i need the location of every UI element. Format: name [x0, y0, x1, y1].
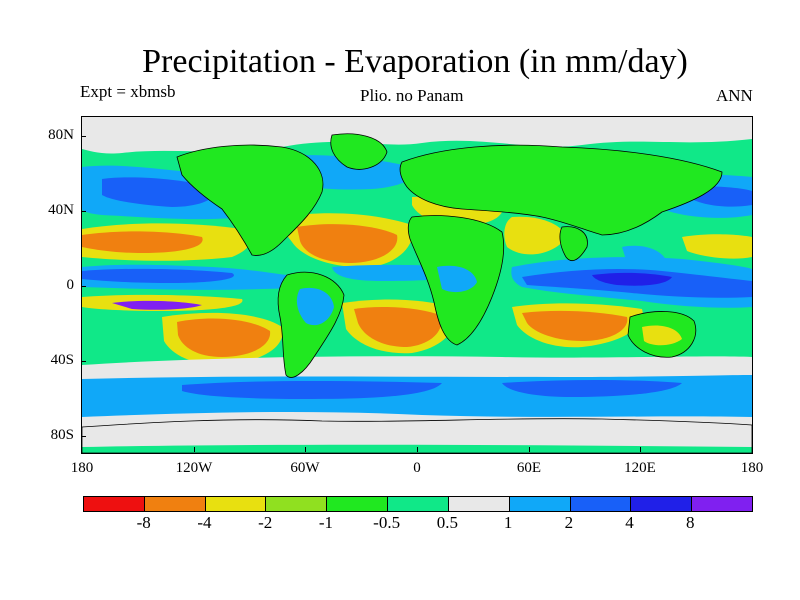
tick-mark: [81, 136, 86, 137]
colorbar-segment-7: [509, 497, 571, 511]
continents: [82, 133, 752, 453]
antarctica-coast: [82, 418, 752, 453]
southern-ocean-core-east: [502, 380, 682, 397]
tick-mark: [81, 211, 86, 212]
australia-dry-interior: [642, 325, 682, 346]
experiment-label: Expt = xbmsb: [80, 82, 176, 101]
colorbar-segment-4: [327, 497, 389, 511]
south-indian-dry-core: [522, 310, 628, 341]
precipitation-minus-evaporation-map: [82, 117, 752, 453]
subtitle-label: Plio. no Panam: [360, 86, 464, 105]
colorbar-label-2: -2: [258, 513, 273, 532]
north-pacific-dry-core: [82, 231, 203, 253]
tick-mark: [305, 447, 306, 452]
north-pacific-core: [102, 177, 215, 207]
pacific-itcz-core: [82, 268, 234, 283]
colorbar-label-5: 0.5: [436, 513, 458, 532]
southern-mid-lat-transition: [82, 356, 752, 381]
colorbar-segment-1: [144, 497, 206, 511]
lon-tick-120e: 120E: [624, 460, 656, 476]
colorbar-label-0: -8: [136, 513, 151, 532]
eurasia: [399, 144, 723, 236]
lon-tick-0: 0: [413, 460, 421, 476]
colorbar-segment-8: [570, 497, 632, 511]
tick-mark: [81, 286, 86, 287]
lat-tick-40n: 40N: [48, 202, 74, 218]
lat-tick-40s: 40S: [50, 352, 74, 368]
lon-tick-60e: 60E: [516, 460, 542, 476]
colorbar-segment-2: [205, 497, 267, 511]
arabian-sea-dry-outer: [504, 216, 567, 255]
lon-tick-180e: 180: [740, 460, 764, 476]
southern-ocean-core-west: [182, 381, 442, 399]
colorbar: [83, 496, 753, 512]
tick-mark: [640, 447, 641, 452]
lat-tick-0: 0: [66, 277, 75, 293]
colorbar-label-6: 1: [503, 513, 513, 532]
tick-mark: [194, 447, 195, 452]
colorbar-label-9: 8: [686, 513, 695, 532]
tick-mark: [81, 436, 86, 437]
maritime-continent-max: [592, 272, 672, 286]
lat-tick-80s: 80S: [50, 427, 74, 443]
lon-tick-120w: 120W: [175, 460, 213, 476]
colorbar-label-8: 4: [625, 513, 634, 532]
figure-title: Precipitation - Evaporation (in mm/day): [142, 43, 688, 80]
congo-wet-region: [437, 265, 477, 293]
tick-mark: [417, 447, 418, 452]
north-america: [176, 144, 324, 256]
northwest-pacific-subtropical: [682, 234, 752, 259]
colorbar-segment-3: [266, 497, 328, 511]
greenland: [330, 133, 388, 170]
lon-tick-60w: 60W: [290, 460, 320, 476]
colorbar-label-3: -1: [318, 513, 333, 532]
south-pacific-dry-core: [177, 318, 271, 357]
south-atlantic-dry-core: [354, 307, 442, 347]
north-atlantic-dry-core: [297, 224, 398, 263]
colorbar-segment-9: [631, 497, 693, 511]
colorbar-label-1: -4: [197, 513, 212, 532]
colorbar-segment-5: [388, 497, 449, 511]
colorbar-segment-10: [692, 497, 752, 511]
colorbar-label-7: 2: [564, 513, 574, 532]
antarctic-region: [82, 411, 752, 453]
southeast-asia-wet-region: [622, 245, 667, 268]
lon-tick-180w: 180: [70, 460, 94, 476]
south-pacific-convergence-core: [112, 300, 202, 310]
india: [559, 226, 588, 261]
colorbar-segment-0: [84, 497, 145, 511]
tick-mark: [529, 447, 530, 452]
lat-tick-80n: 80N: [48, 127, 74, 143]
tick-mark: [81, 361, 86, 362]
arctic-region: [82, 117, 752, 154]
season-label: ANN: [716, 86, 753, 105]
colorbar-segment-6: [448, 497, 510, 511]
colorbar-label-4: -0.5: [373, 513, 401, 532]
amazon-wet-region: [296, 287, 334, 326]
